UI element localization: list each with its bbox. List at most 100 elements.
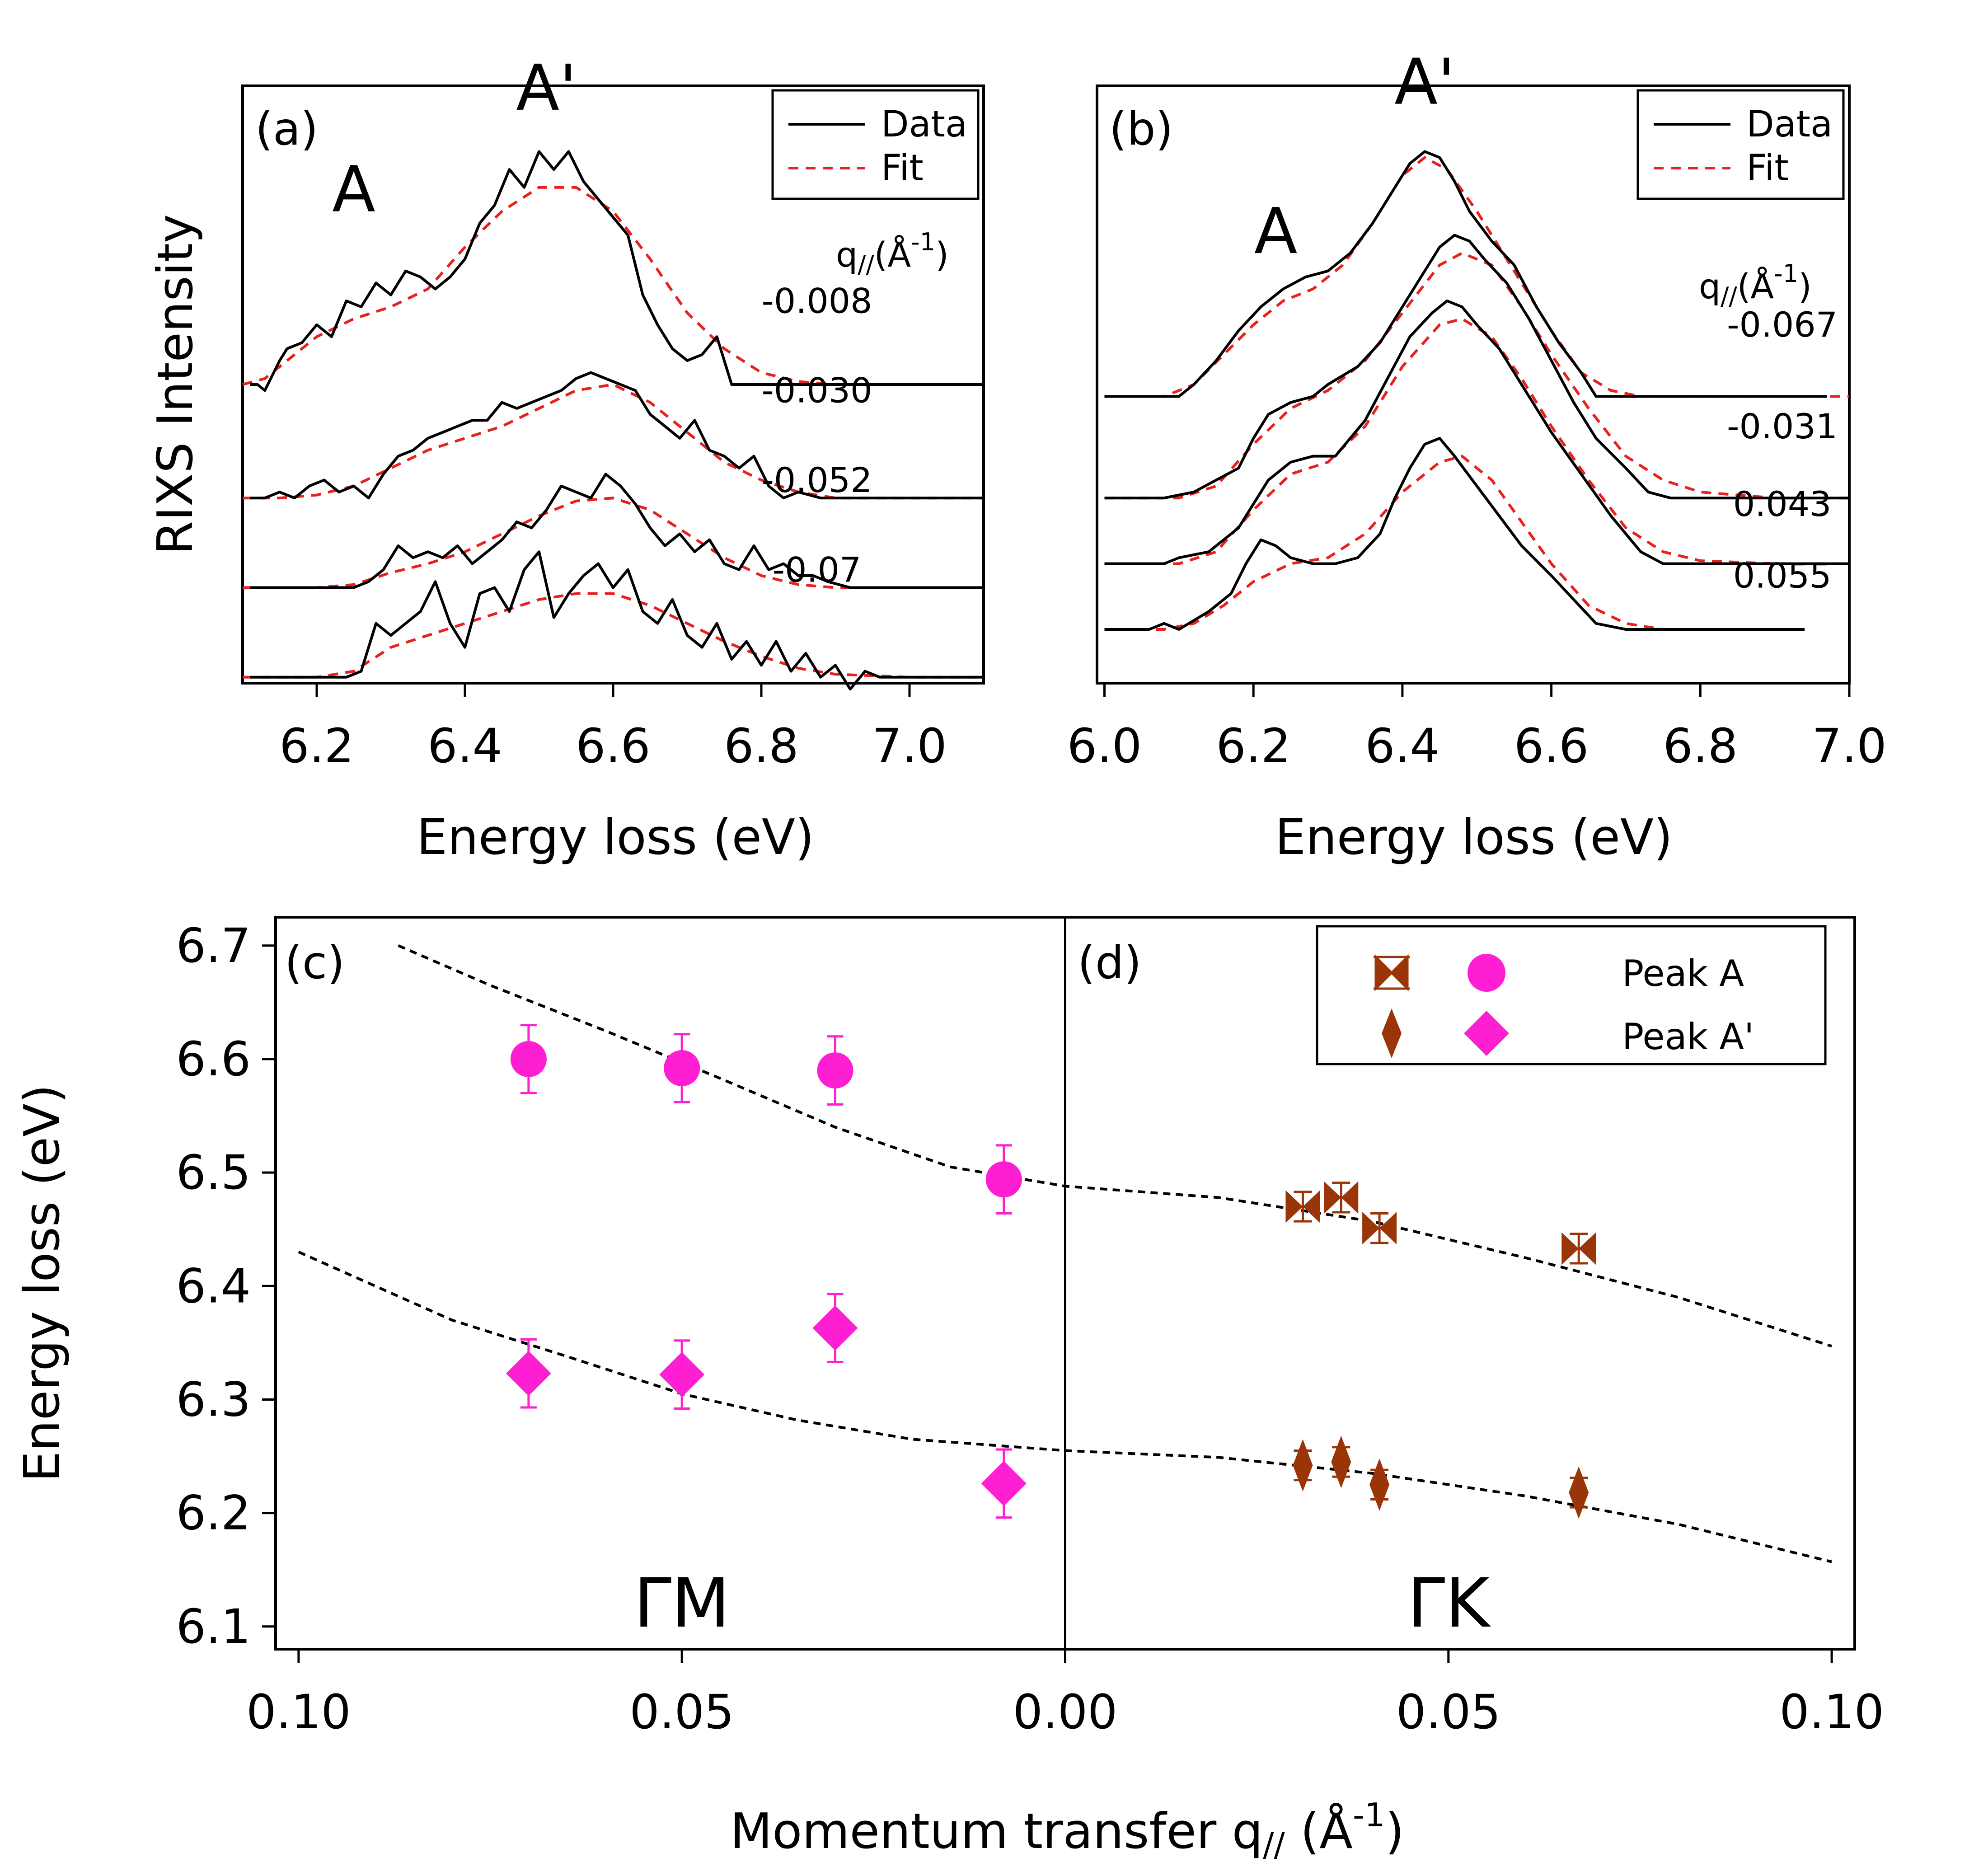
panel-a-legend: Data Fit bbox=[771, 89, 980, 200]
panel-b-legend-box bbox=[1636, 89, 1845, 200]
q-value-label: -0.031 bbox=[1727, 406, 1838, 446]
panel-a-q-labels: -0.008 -0.030 -0.052 -0.07 bbox=[762, 281, 872, 590]
data-curve-1 bbox=[250, 371, 984, 500]
peak-a-bowtie-point bbox=[1362, 1212, 1397, 1245]
peak-a-prime-thin-diamond-point bbox=[1369, 1458, 1390, 1511]
y-tick-label: 6.5 bbox=[176, 1145, 251, 1200]
peak-a-prime-diamond-point bbox=[659, 1352, 705, 1398]
data-curve-3 bbox=[1104, 437, 1805, 631]
q-header-sub: // bbox=[1721, 282, 1737, 310]
q-header-close: ) bbox=[935, 234, 949, 275]
peak-a-prime-diamond-point bbox=[506, 1351, 551, 1396]
legend-data-label: Data bbox=[1746, 103, 1833, 145]
data-curve-0 bbox=[250, 150, 984, 392]
panel-cd-axes: 0.10 0.05 0.00 0.05 0.10 6.1 6.2 6.3 6.4 6.5 6.6 6.… bbox=[176, 918, 1884, 1740]
panel-c-tag: (c) bbox=[285, 936, 345, 989]
panel-cd-direction-labels: ΓM ΓK bbox=[634, 1564, 1491, 1643]
panel-cd-y-axis-label: Energy loss (eV) bbox=[14, 1084, 70, 1482]
peak-label: A bbox=[332, 153, 375, 227]
x-tick-label: 6.2 bbox=[1216, 718, 1290, 774]
x-tick-label: 6.4 bbox=[427, 718, 502, 774]
x-tick-label: 0.10 bbox=[1779, 1684, 1884, 1740]
x-tick-label: 7.0 bbox=[1812, 718, 1886, 774]
x-tick-label: 6.0 bbox=[1067, 718, 1142, 774]
panel-cd-x-axis-label: Momentum transfer q// (Å-1) bbox=[730, 1796, 1404, 1864]
legend-fit-label: Fit bbox=[881, 147, 924, 189]
data-curve-2 bbox=[1104, 299, 1849, 565]
q-value-label: -0.008 bbox=[762, 281, 872, 321]
panel-b-curves bbox=[1104, 150, 1849, 631]
peak-a-prime-thin-diamond-point bbox=[1293, 1439, 1313, 1492]
x-tick-label: 6.8 bbox=[1663, 718, 1738, 774]
x-tick-label: 0.05 bbox=[629, 1684, 734, 1740]
q-value-label: -0.067 bbox=[1727, 305, 1838, 345]
panel-cd-guide-curves bbox=[298, 944, 1833, 1563]
panel-b-q-labels: -0.067 -0.031 0.043 0.055 bbox=[1727, 305, 1838, 596]
legend-bowtie-marker bbox=[1374, 954, 1410, 992]
peak-label: A bbox=[1254, 195, 1298, 268]
fit-curve-0 bbox=[242, 186, 984, 386]
q-value-label: -0.030 bbox=[762, 371, 872, 411]
peak-label: A' bbox=[1394, 46, 1455, 119]
q-value-label: 0.043 bbox=[1733, 484, 1832, 524]
panel-a-x-axis: 6.2 6.4 6.6 6.8 7.0 bbox=[279, 683, 947, 774]
legend-peak-a-label: Peak A bbox=[1622, 952, 1744, 994]
x-tick-label: 6.4 bbox=[1365, 718, 1439, 774]
panel-cd-points bbox=[506, 1024, 1596, 1519]
panel-d-tag: (d) bbox=[1078, 936, 1142, 989]
fit-curve-2 bbox=[243, 497, 984, 589]
peak-a-circle-point bbox=[817, 1052, 853, 1089]
peak-a-circle-point bbox=[985, 1161, 1022, 1198]
legend-fit-label: Fit bbox=[1746, 147, 1789, 189]
peak-a-circle-point bbox=[664, 1050, 700, 1087]
q-header-sup: -1 bbox=[1774, 259, 1798, 288]
data-curve-3 bbox=[250, 550, 984, 691]
q-value-label: 0.055 bbox=[1733, 555, 1832, 596]
panel-cd-legend: Peak A Peak A' bbox=[1316, 925, 1827, 1065]
peak-a-bowtie-point bbox=[1561, 1232, 1596, 1265]
panel-a: 6.2 6.4 6.6 6.8 7.0 -0.008-0.030-0.052-0.07 … bbox=[147, 52, 985, 866]
y-tick-label: 6.1 bbox=[176, 1599, 251, 1654]
q-header-main: q bbox=[1699, 266, 1721, 306]
fit-curve-0 bbox=[1104, 156, 1849, 398]
direction-label: ΓM bbox=[634, 1564, 730, 1643]
peak-a-bowtie-point bbox=[1285, 1190, 1320, 1223]
peak-a-circle-point bbox=[510, 1041, 547, 1077]
panel-cd-legend-box bbox=[1316, 925, 1827, 1065]
x-tick-label: 6.6 bbox=[576, 718, 650, 774]
peak-label: A' bbox=[516, 52, 577, 125]
y-tick-label: 6.6 bbox=[176, 1032, 251, 1087]
q-header-unit: (Å bbox=[1737, 266, 1774, 306]
q-header-close: ) bbox=[1798, 266, 1812, 306]
panel-a-curves bbox=[242, 150, 984, 691]
panel-a-peak-labels: A A' bbox=[332, 52, 577, 227]
x-tick-label: 7.0 bbox=[872, 718, 947, 774]
peak-a-prime-diamond-point bbox=[812, 1305, 858, 1351]
peak-a-prime-diamond-point bbox=[981, 1461, 1027, 1506]
data-curve-0 bbox=[1104, 150, 1827, 398]
q-header-unit: (Å bbox=[874, 234, 911, 275]
panel-b-peak-labels: A A' bbox=[1254, 46, 1455, 268]
x-label-close: ) bbox=[1385, 1803, 1404, 1860]
fit-curve-2 bbox=[1104, 317, 1849, 565]
x-tick-label: 6.2 bbox=[279, 718, 354, 774]
peak-a-prime-thin-diamond-point bbox=[1331, 1435, 1351, 1488]
panel-b-q-header: q//(Å-1) bbox=[1699, 259, 1812, 310]
legend-data-label: Data bbox=[881, 103, 967, 145]
x-tick-label: 0.10 bbox=[246, 1684, 351, 1740]
panel-b-frame bbox=[1096, 84, 1851, 685]
guide-upper bbox=[398, 944, 1833, 1348]
x-tick-label: 6.8 bbox=[724, 718, 798, 774]
y-tick-label: 6.4 bbox=[176, 1258, 251, 1313]
q-header-sub: // bbox=[858, 250, 874, 279]
panel-a-legend-box bbox=[771, 89, 980, 200]
panel-a-x-axis-label: Energy loss (eV) bbox=[417, 809, 814, 866]
panel-b: 6.0 6.2 6.4 6.6 6.8 7.0 -0.067 -0.031 0.043 0.05… bbox=[1067, 46, 1887, 866]
q-header-sup: -1 bbox=[911, 228, 935, 256]
guide-lower bbox=[298, 1251, 1832, 1563]
panel-b-x-axis: 6.0 6.2 6.4 6.6 6.8 7.0 bbox=[1067, 683, 1887, 774]
data-curve-1 bbox=[1104, 234, 1849, 500]
x-tick-label: 0.00 bbox=[1013, 1684, 1118, 1740]
x-label-unit: (Å bbox=[1285, 1802, 1353, 1860]
